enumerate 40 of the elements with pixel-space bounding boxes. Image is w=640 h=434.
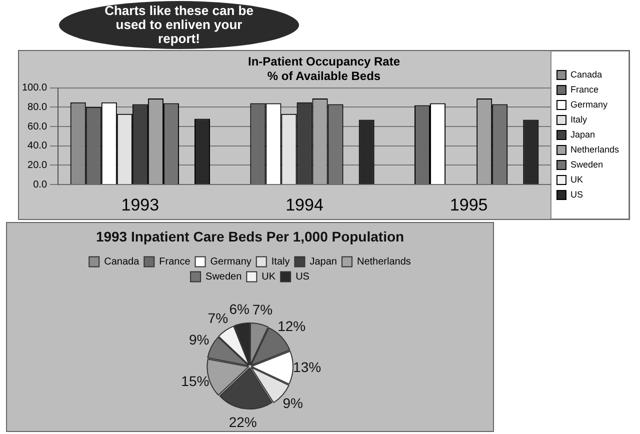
legend-label: France xyxy=(159,256,191,268)
data-label: 7% xyxy=(252,302,273,318)
legend-label: Japan xyxy=(310,256,337,268)
text: In-Patient Occupancy Rate xyxy=(248,54,400,69)
data-label: 7% xyxy=(208,310,228,326)
legend-label: UK xyxy=(262,272,276,283)
data-label: 22% xyxy=(228,414,257,430)
legend-label: Sweden xyxy=(206,272,242,283)
x-tick-label: 1993 xyxy=(121,195,160,214)
legend-label: Italy xyxy=(271,256,290,268)
legend-label: Canada xyxy=(104,256,140,268)
legend-label: US xyxy=(570,189,583,200)
y-tick-label: 0.0 xyxy=(33,179,48,190)
legend-label: Germany xyxy=(210,256,252,268)
y-tick-label: 80.0 xyxy=(28,102,48,113)
legend-label: Germany xyxy=(570,99,608,110)
data-label: 15% xyxy=(181,373,210,390)
y-tick-label: 20.0 xyxy=(28,160,48,171)
legend-label: Canada xyxy=(570,69,602,80)
legend-label: US xyxy=(296,272,310,283)
data-label: 13% xyxy=(293,359,322,376)
x-tick-label: 1995 xyxy=(450,195,488,214)
data-label: 9% xyxy=(282,395,303,412)
legend-label: Netherlands xyxy=(356,256,411,268)
y-tick-label: 100.0 xyxy=(22,82,48,94)
text: % of Available Beds xyxy=(267,68,381,83)
legend-label: France xyxy=(570,84,598,94)
legend-label: Sweden xyxy=(570,159,603,170)
y-tick-label: 40.0 xyxy=(28,140,48,152)
chart-title: 1993 Inpatient Care Beds Per 1,000 Population xyxy=(96,228,404,244)
y-tick-label: 60.0 xyxy=(28,121,48,132)
legend-label: UK xyxy=(570,174,583,184)
data-label: 9% xyxy=(189,331,210,348)
legend-label: Japan xyxy=(570,129,595,140)
data-label: 6% xyxy=(229,301,250,318)
legend-label: Italy xyxy=(570,114,588,124)
legend-label: Netherlands xyxy=(570,144,620,154)
text: Charts like these can be used to enliven your report! xyxy=(59,1,299,49)
x-tick-label: 1994 xyxy=(286,195,324,214)
data-label: 12% xyxy=(278,318,306,334)
